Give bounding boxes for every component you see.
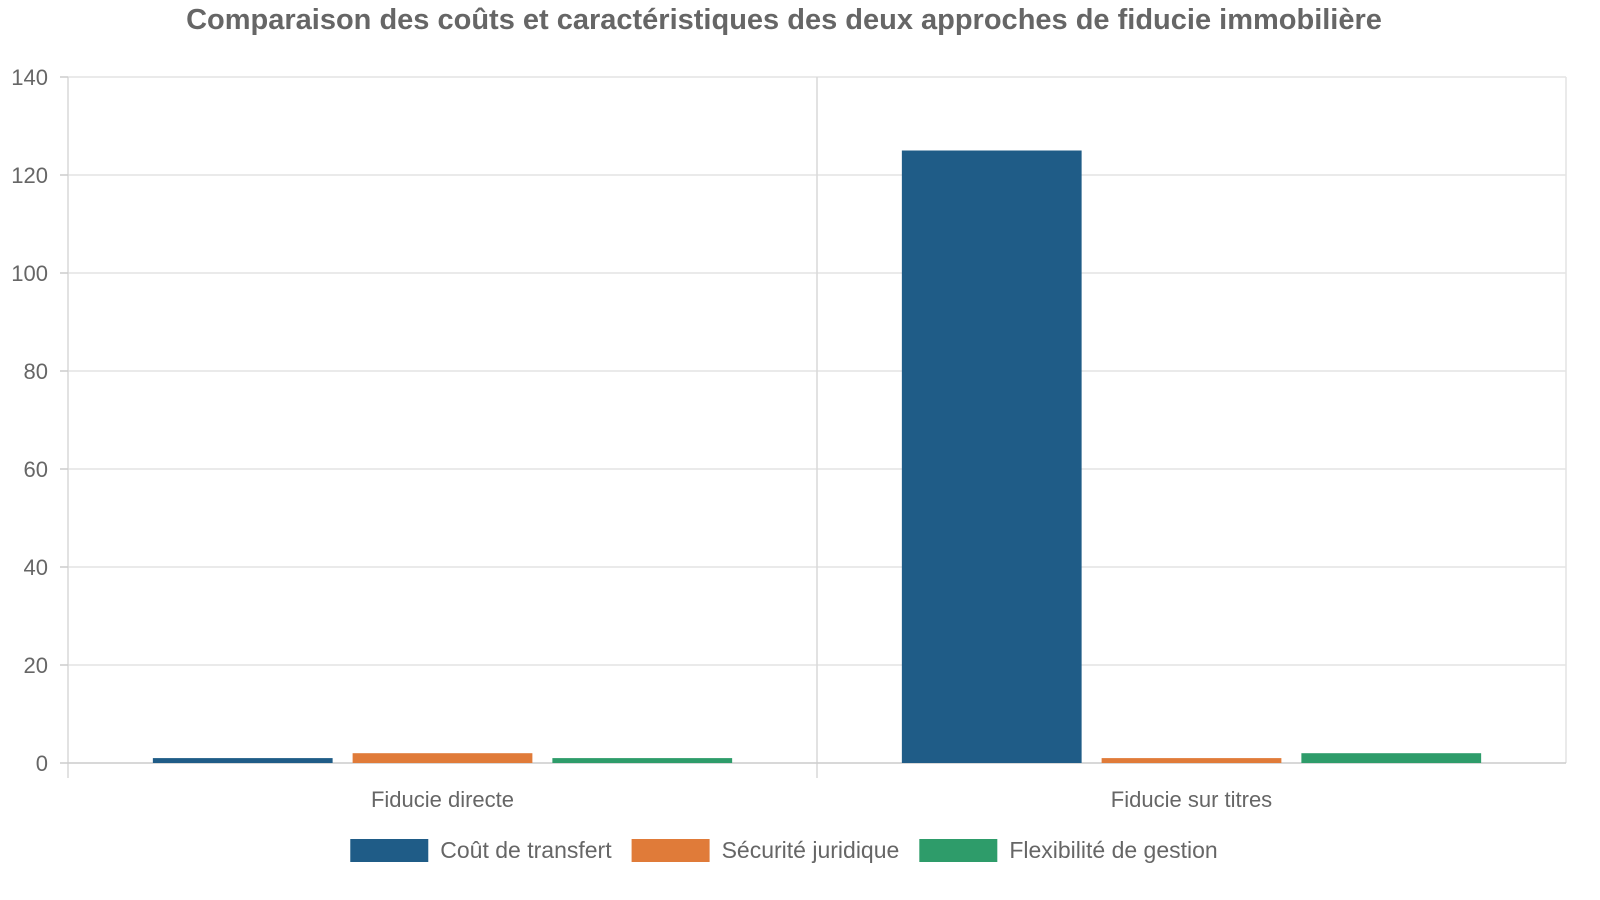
- bar: [901, 150, 1082, 763]
- bar: [1101, 758, 1282, 763]
- y-tick-label: 60: [24, 457, 48, 482]
- y-tick-label: 20: [24, 653, 48, 678]
- y-tick-label: 80: [24, 359, 48, 384]
- y-tick-label: 0: [36, 751, 48, 776]
- x-category-label: Fiducie directe: [371, 787, 514, 812]
- bar: [352, 753, 533, 763]
- y-tick-label: 40: [24, 555, 48, 580]
- y-axis-ticks: 0 20 40 60 80 100 120 140: [11, 65, 68, 776]
- legend-label: Sécurité juridique: [722, 837, 900, 863]
- axes: [67, 77, 1567, 778]
- bar: [152, 758, 333, 763]
- legend-swatch: [350, 839, 429, 862]
- bar: [1301, 753, 1482, 763]
- y-tick-label: 120: [11, 163, 48, 188]
- x-category-label: Fiducie sur titres: [1111, 787, 1272, 812]
- bar: [552, 758, 733, 763]
- y-tick-label: 140: [11, 65, 48, 90]
- legend-label: Flexibilité de gestion: [1009, 837, 1217, 863]
- legend: Coût de transfert Sécurité juridique Flexi…: [350, 837, 1218, 863]
- chart-title: Comparaison des coûts et caractéristique…: [186, 4, 1382, 36]
- y-tick-label: 100: [11, 261, 48, 286]
- bars: [152, 150, 1482, 763]
- legend-swatch: [919, 839, 998, 862]
- x-axis-categories: Fiducie directe Fiducie sur titres: [371, 787, 1272, 812]
- legend-label: Coût de transfert: [440, 837, 612, 863]
- legend-swatch: [631, 839, 710, 862]
